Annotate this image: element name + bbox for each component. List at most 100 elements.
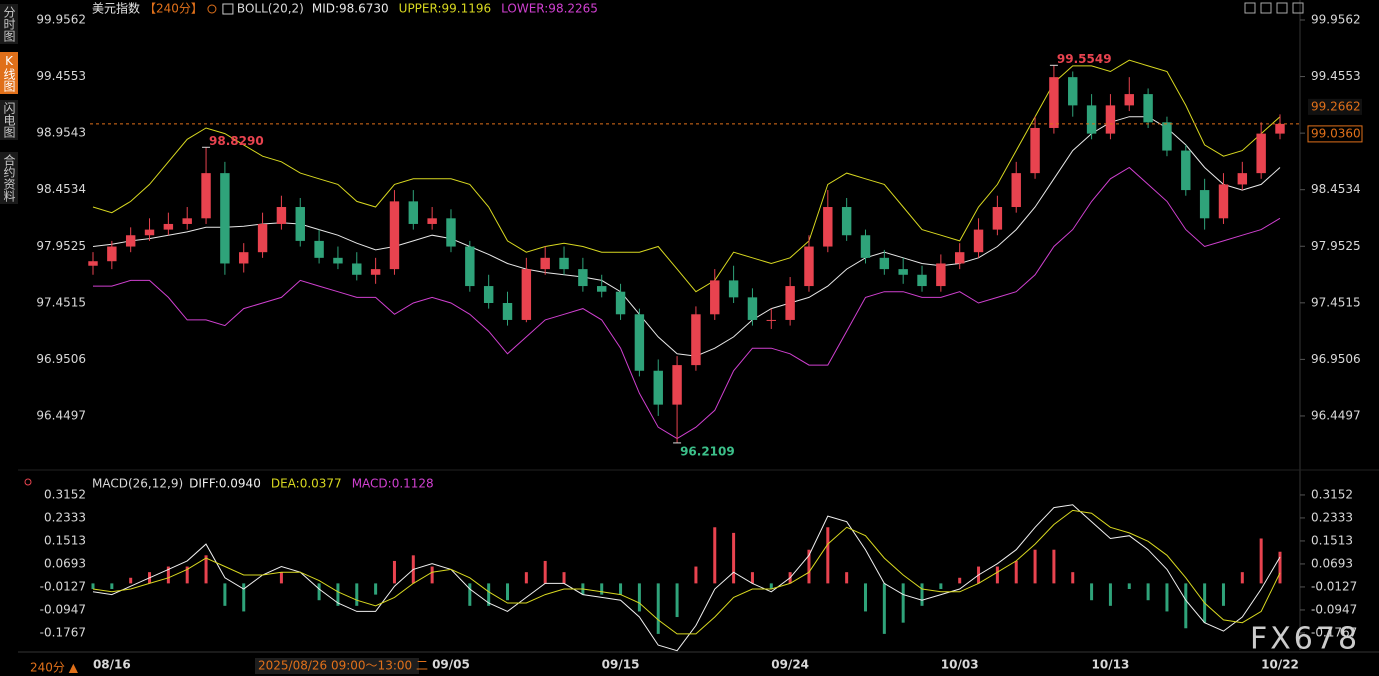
macd-bar — [694, 567, 697, 584]
candle-body — [691, 314, 700, 365]
y-tick-label-right: 97.9525 — [1311, 239, 1361, 253]
y-tick-label-right: 0.1513 — [1311, 533, 1353, 547]
y-tick-label-right: 97.4515 — [1311, 295, 1361, 309]
y-tick-label: -0.0947 — [40, 602, 86, 616]
tab[interactable]: 闪电图 — [0, 100, 18, 140]
candle-body — [427, 218, 436, 224]
macd-bar — [1071, 572, 1074, 583]
macd-bar — [657, 583, 660, 634]
cursor-time: 2025/08/26 09:00～13:00 二 — [258, 659, 428, 673]
x-tick-label: 10/22 — [1261, 658, 1299, 672]
macd-bar — [751, 572, 754, 583]
macd-bar — [129, 578, 132, 584]
candle-body — [201, 173, 210, 218]
candle-body — [1238, 173, 1247, 184]
macd-bar — [563, 572, 566, 583]
macd-bar — [1090, 583, 1093, 600]
macd-bar — [525, 572, 528, 583]
tab[interactable]: K线图 — [0, 52, 18, 94]
candle-body — [182, 218, 191, 224]
x-tick-label: 09/15 — [602, 658, 640, 672]
x-tick-label: 09/05 — [432, 658, 470, 672]
period-label[interactable]: 240分 ▲ — [30, 661, 79, 675]
candle-body — [616, 292, 625, 315]
macd-bar — [374, 583, 377, 594]
candle-body — [823, 207, 832, 247]
candle-body — [1219, 184, 1228, 218]
indicator-name: MACD(26,12,9) — [92, 477, 183, 491]
macd-bar — [92, 583, 95, 589]
candle-body — [107, 247, 116, 262]
y-tick-label-right: 0.0693 — [1311, 556, 1353, 570]
y-tick-label: -0.0127 — [40, 579, 86, 593]
y-tick-label-right: -0.0947 — [1311, 602, 1357, 616]
annotation: 98.8290 — [209, 134, 264, 148]
candle-body — [1256, 134, 1265, 174]
candle-body — [164, 224, 173, 230]
candle-body — [446, 218, 455, 246]
y-tick-label-right: 96.9506 — [1311, 352, 1361, 366]
candle-body — [390, 201, 399, 269]
candle-body — [1068, 77, 1077, 105]
macd-bar — [713, 527, 716, 583]
y-tick-label: 96.4497 — [36, 408, 86, 422]
candle-body — [710, 280, 719, 314]
header-title: 美元指数 — [92, 1, 140, 16]
candle-body — [880, 258, 889, 269]
y-tick-label-right: 98.4534 — [1311, 182, 1361, 196]
macd-bar — [280, 572, 283, 583]
macd-bar — [619, 583, 622, 594]
annotation: 96.2109 — [680, 444, 735, 458]
macd-bar — [939, 583, 942, 589]
y-tick-label-right: -0.1767 — [1311, 625, 1357, 639]
macd-bar — [1260, 538, 1263, 583]
candle-body — [654, 371, 663, 405]
candle-body — [767, 320, 776, 321]
candle-body — [842, 207, 851, 235]
y-tick-label: 99.9562 — [36, 12, 86, 26]
candle-body — [917, 275, 926, 286]
macd-bar — [205, 555, 208, 583]
macd-bar — [732, 533, 735, 584]
y-tick-label-right: 99.9562 — [1311, 12, 1361, 26]
macd-bar — [921, 583, 924, 605]
macd-bar — [1015, 561, 1018, 583]
macd-bar — [1279, 552, 1282, 584]
candle-body — [1200, 190, 1209, 218]
y-tick-label: 97.9525 — [36, 239, 86, 253]
y-tick-label: 98.4534 — [36, 182, 86, 196]
y-tick-label-right: 0.3152 — [1311, 487, 1353, 501]
tab[interactable]: 合约资料 — [0, 152, 18, 204]
tab[interactable]: 分时图 — [0, 4, 18, 44]
price-label: 99.0360 — [1311, 126, 1361, 140]
candle-body — [748, 297, 757, 320]
legend-entry: MID:98.6730 — [312, 2, 389, 16]
candle-body — [1106, 105, 1115, 133]
legend-entry: DEA:0.0377 — [271, 477, 342, 491]
candle-body — [1162, 122, 1171, 150]
macd-bar — [600, 583, 603, 594]
macd-bar — [770, 583, 773, 589]
y-tick-label: 0.3152 — [44, 487, 86, 501]
candle-body — [1143, 94, 1152, 122]
y-tick-label: 0.2333 — [44, 510, 86, 524]
x-tick-label: 10/13 — [1092, 658, 1130, 672]
indicator-name: BOLL(20,2) — [237, 2, 304, 16]
macd-bar — [1052, 550, 1055, 584]
candle-body — [352, 263, 361, 274]
macd-bar — [638, 583, 641, 611]
candle-body — [936, 263, 945, 286]
candle-body — [1030, 128, 1039, 173]
candle-body — [503, 303, 512, 320]
macd-bar — [1034, 550, 1037, 584]
x-tick-label: 10/03 — [941, 658, 979, 672]
macd-bar — [1241, 572, 1244, 583]
candle-body — [296, 207, 305, 241]
candle-body — [861, 235, 870, 258]
legend-entry: DIFF:0.0940 — [189, 477, 261, 491]
candle-body — [635, 314, 644, 370]
candle-body — [1012, 173, 1021, 207]
candle-body — [578, 269, 587, 286]
